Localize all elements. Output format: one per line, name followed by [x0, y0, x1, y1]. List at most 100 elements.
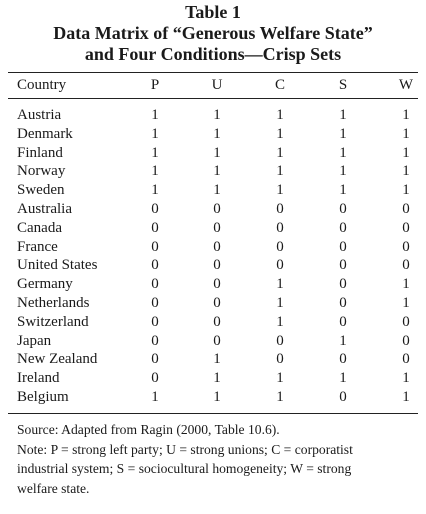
table-row: Ireland 0 1 1 1 1 [0, 369, 426, 388]
value-cell: 1 [339, 107, 347, 123]
value-cell: 0 [151, 219, 159, 236]
table-row: Switzerland 0 0 1 0 0 [0, 313, 426, 332]
value-cell: 0 [402, 219, 410, 236]
table-row: Australia 0 0 0 0 0 [0, 200, 426, 219]
column-header-w: W [398, 77, 414, 93]
value-cell: 1 [339, 144, 347, 161]
value-cell: 1 [402, 388, 410, 405]
value-cell: 1 [402, 107, 410, 123]
value-cell: 1 [276, 107, 284, 123]
country-cell: United States [17, 257, 98, 274]
value-cell: 0 [151, 294, 159, 311]
table-row: Austria 1 1 1 1 1 [0, 106, 426, 125]
value-cell: 0 [402, 313, 410, 330]
value-cell: 1 [276, 125, 284, 142]
value-cell: 0 [402, 351, 410, 368]
country-cell: Norway [17, 163, 66, 180]
column-header-s: S [338, 77, 348, 93]
country-cell: Germany [17, 276, 73, 293]
value-cell: 1 [339, 163, 347, 180]
value-cell: 1 [402, 144, 410, 161]
table-title-line-1: Data Matrix of “Generous Welfare State” [53, 23, 373, 43]
bottom-rule [8, 413, 418, 414]
value-cell: 1 [276, 276, 284, 293]
value-cell: 0 [276, 200, 284, 217]
table-notes: Source: Adapted from Ragin (2000, Table … [17, 420, 417, 498]
value-cell: 1 [276, 294, 284, 311]
value-cell: 0 [213, 332, 221, 349]
column-header-p: P [150, 77, 160, 93]
note-line-2: industrial system; S = sociocultural hom… [17, 461, 352, 476]
value-cell: 0 [402, 257, 410, 274]
value-cell: 0 [213, 200, 221, 217]
value-cell: 0 [339, 351, 347, 368]
column-header-country: Country [17, 77, 67, 93]
value-cell: 0 [339, 276, 347, 293]
table-row: Belgium 1 1 1 0 1 [0, 388, 426, 407]
value-cell: 0 [213, 313, 221, 330]
value-cell: 1 [151, 388, 159, 405]
country-cell: Ireland [17, 370, 60, 387]
value-cell: 1 [213, 125, 221, 142]
value-cell: 0 [213, 238, 221, 255]
table-row: Canada 0 0 0 0 0 [0, 219, 426, 238]
value-cell: 0 [339, 257, 347, 274]
value-cell: 1 [213, 144, 221, 161]
value-cell: 1 [276, 182, 284, 199]
value-cell: 0 [151, 276, 159, 293]
value-cell: 0 [151, 238, 159, 255]
value-cell: 0 [213, 257, 221, 274]
value-cell: 0 [276, 238, 284, 255]
country-cell: Japan [17, 332, 52, 349]
value-cell: 0 [213, 276, 221, 293]
table-row: Netherlands 0 0 1 0 1 [0, 294, 426, 313]
value-cell: 0 [339, 294, 347, 311]
value-cell: 1 [213, 107, 221, 123]
value-cell: 1 [276, 388, 284, 405]
value-cell: 1 [402, 125, 410, 142]
value-cell: 0 [151, 200, 159, 217]
table-row: France 0 0 0 0 0 [0, 238, 426, 257]
country-cell: New Zealand [17, 351, 98, 368]
value-cell: 1 [213, 370, 221, 387]
value-cell: 1 [276, 370, 284, 387]
country-cell: Austria [17, 107, 62, 123]
country-cell: Canada [17, 219, 62, 236]
value-cell: 0 [276, 219, 284, 236]
value-cell: 0 [339, 238, 347, 255]
value-cell: 1 [339, 125, 347, 142]
country-cell: Belgium [17, 388, 69, 405]
value-cell: 0 [339, 200, 347, 217]
value-cell: 0 [402, 200, 410, 217]
top-rule [8, 72, 418, 73]
value-cell: 0 [276, 351, 284, 368]
country-cell: Denmark [17, 125, 73, 142]
table-row: Japan 0 0 0 1 0 [0, 332, 426, 351]
value-cell: 1 [402, 276, 410, 293]
value-cell: 1 [151, 182, 159, 199]
value-cell: 1 [339, 182, 347, 199]
value-cell: 0 [402, 332, 410, 349]
value-cell: 0 [151, 351, 159, 368]
table-body: Austria 1 1 1 1 1 Denmark 1 1 1 1 1 Finland 1 1 1 1 1 Norw… [0, 106, 426, 407]
value-cell: 0 [151, 313, 159, 330]
value-cell: 1 [276, 163, 284, 180]
table-row: Norway 1 1 1 1 1 [0, 162, 426, 181]
value-cell: 0 [402, 238, 410, 255]
country-cell: Australia [17, 200, 72, 217]
value-cell: 1 [213, 388, 221, 405]
value-cell: 1 [276, 144, 284, 161]
country-cell: Netherlands [17, 294, 90, 311]
note-line-3: welfare state. [17, 480, 90, 496]
value-cell: 1 [402, 294, 410, 311]
value-cell: 1 [151, 125, 159, 142]
table-title-line-2: and Four Conditions—Crisp Sets [84, 44, 342, 64]
value-cell: 0 [151, 370, 159, 387]
value-cell: 0 [339, 313, 347, 330]
value-cell: 1 [213, 163, 221, 180]
table-label: Table 1 [185, 2, 241, 22]
value-cell: 1 [339, 332, 347, 349]
table-row: Denmark 1 1 1 1 1 [0, 125, 426, 144]
value-cell: 1 [213, 182, 221, 199]
value-cell: 0 [151, 257, 159, 274]
